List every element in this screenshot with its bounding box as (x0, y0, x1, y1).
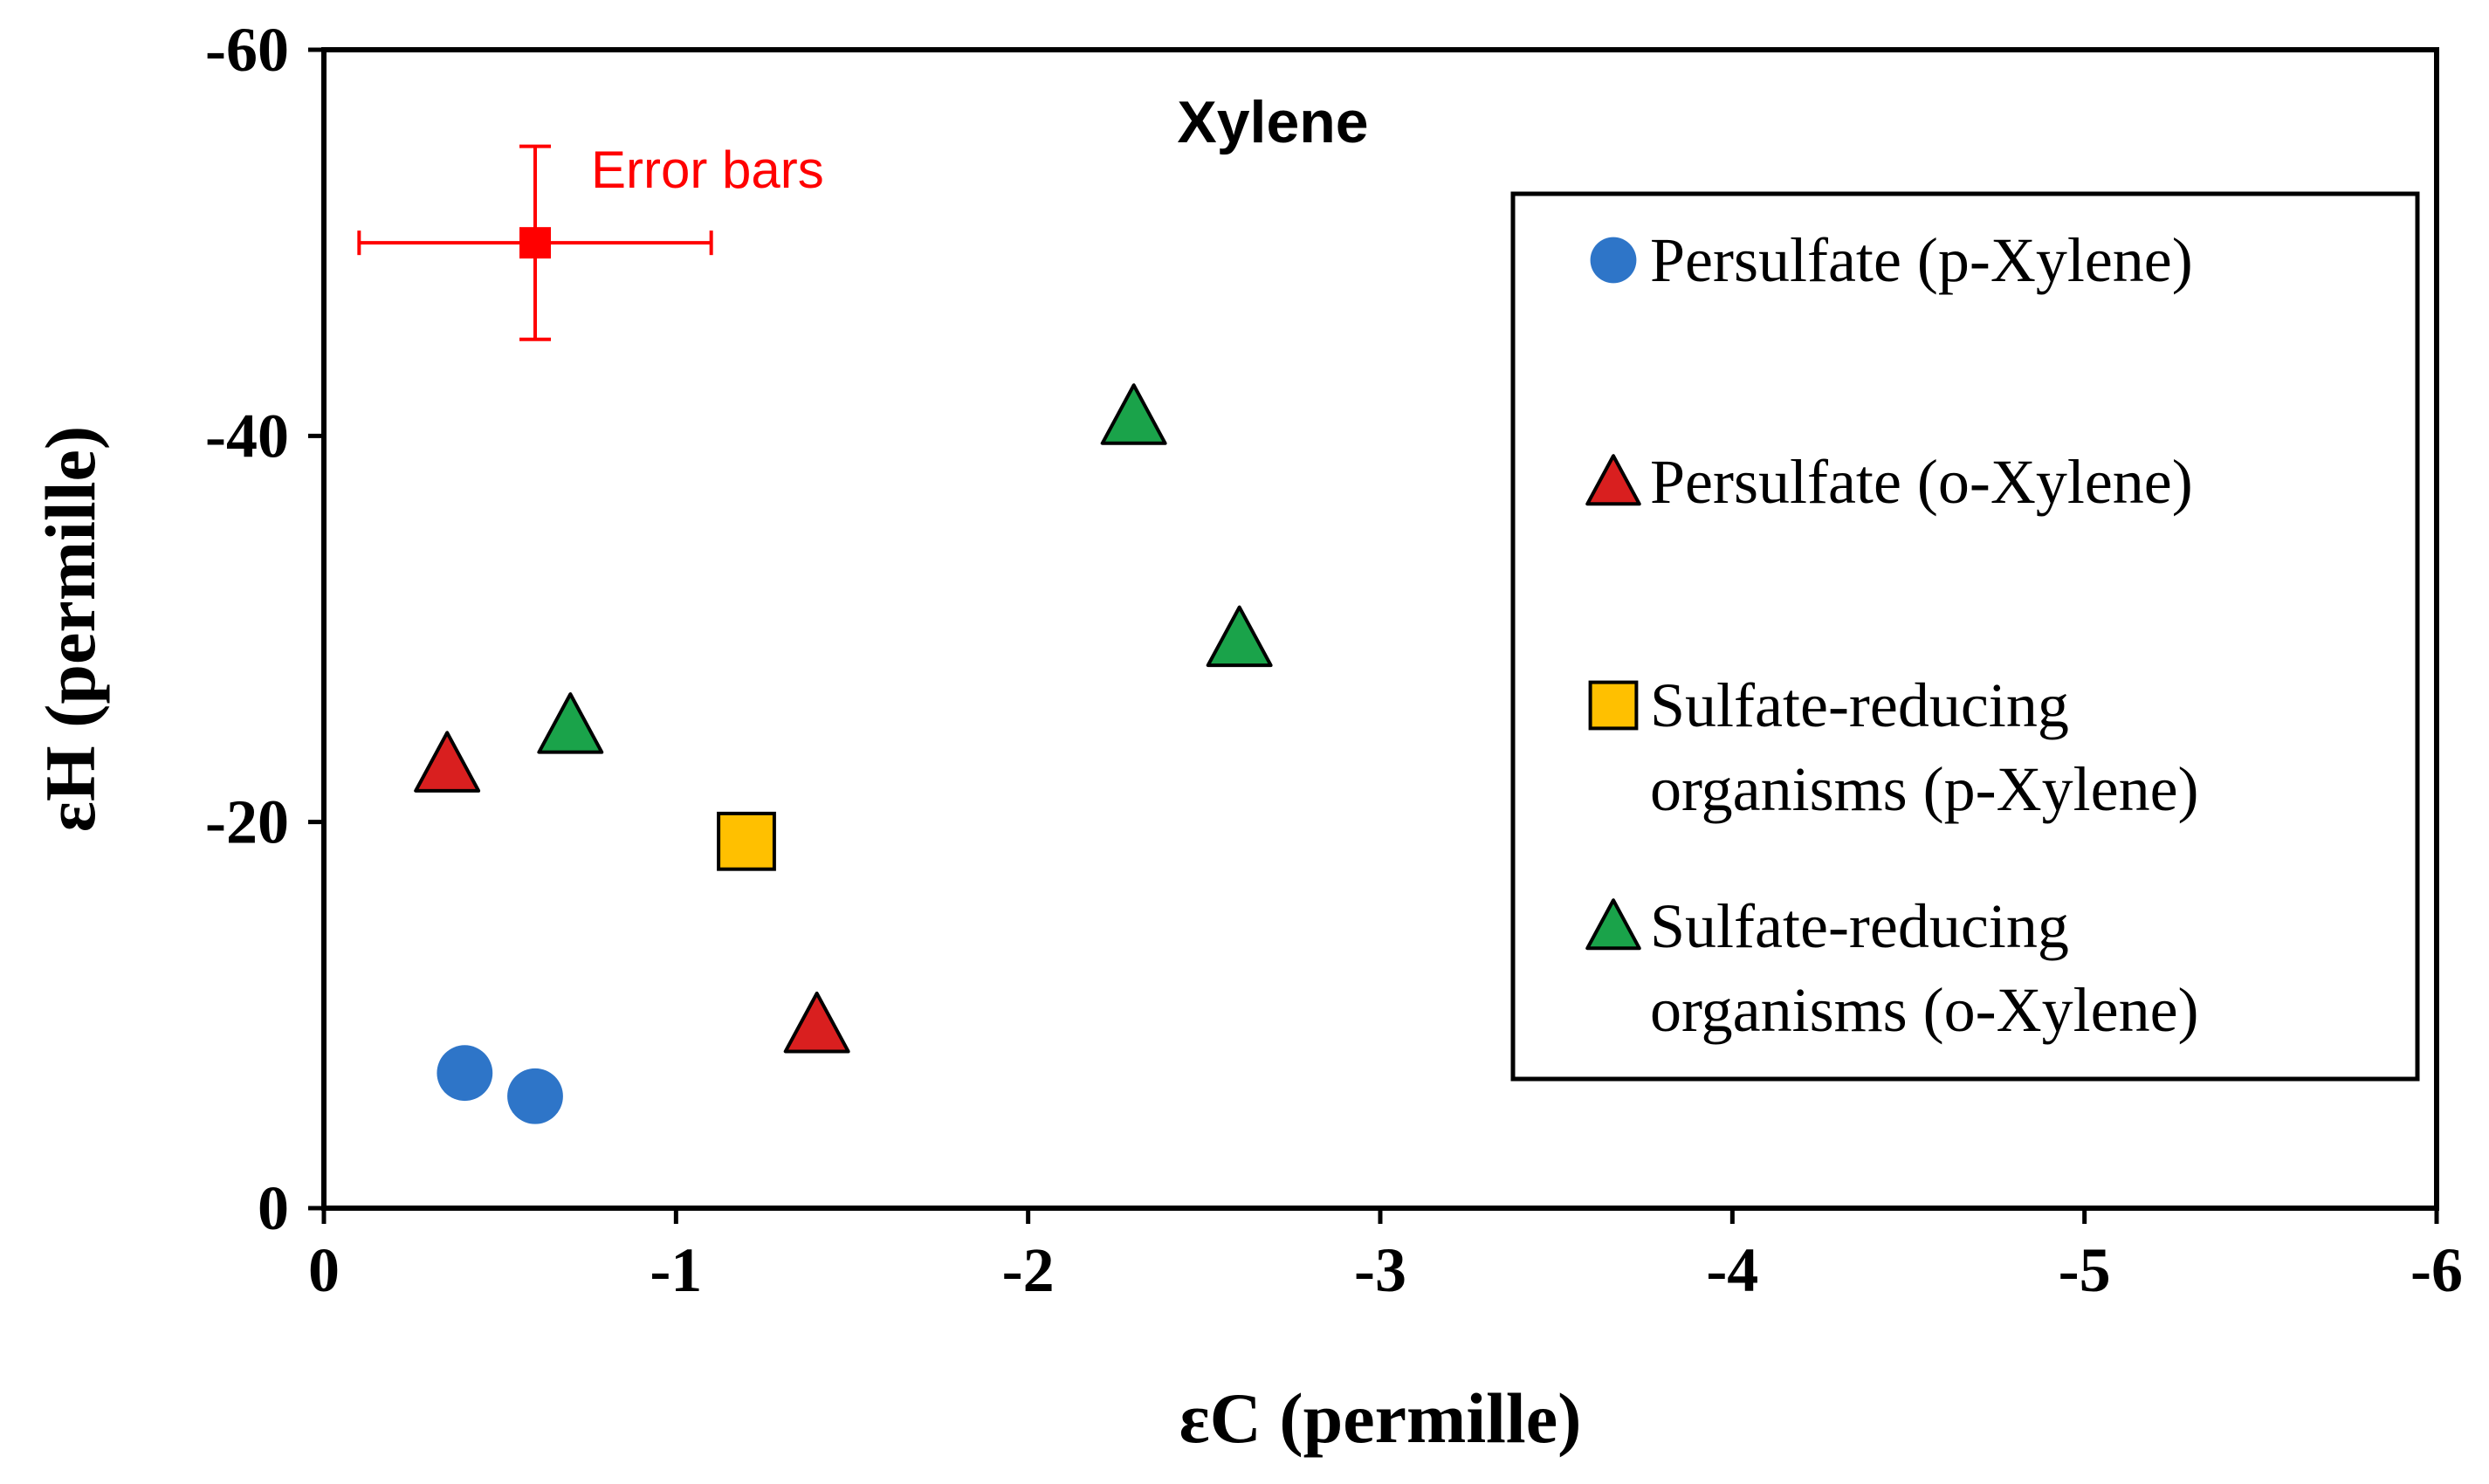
chart-title: Xylene (1177, 89, 1368, 155)
legend-label-1: Persulfate (p-Xylene) (1650, 225, 2193, 295)
x-tick-label: -1 (650, 1235, 702, 1305)
data-point-series-1 (437, 1045, 493, 1102)
data-point-series-2 (414, 731, 481, 793)
legend-label-2: Persulfate (o-Xylene) (1650, 447, 2193, 517)
y-tick-label: -60 (205, 15, 289, 85)
legend-label-3: Sulfate-reducing (1650, 670, 2069, 740)
data-point-series-4 (1206, 605, 1273, 668)
legend-marker-4 (1585, 898, 1641, 951)
y-axis-label: εH (permille) (31, 426, 110, 832)
legend-label-4: organisms (o-Xylene) (1650, 975, 2199, 1045)
legend-box (1510, 191, 2420, 1082)
data-point-series-4 (537, 692, 604, 754)
x-tick-label: -2 (1002, 1235, 1055, 1305)
legend-label-3: organisms (p-Xylene) (1650, 754, 2199, 824)
x-tick-label: 0 (308, 1235, 340, 1305)
x-tick-label: -3 (1354, 1235, 1406, 1305)
data-point-series-2 (783, 991, 850, 1054)
error-bars-label: Error bars (591, 141, 824, 199)
y-tick-label: -40 (205, 401, 289, 471)
legend-marker-3 (1588, 680, 1639, 731)
legend-label-4: Sulfate-reducing (1650, 891, 2069, 961)
legend-marker-2 (1585, 454, 1641, 506)
data-point-series-3 (717, 811, 776, 871)
x-tick-label: -4 (1706, 1235, 1758, 1305)
x-tick-label: -5 (2059, 1235, 2111, 1305)
x-axis-label: εC (permille) (1179, 1378, 1582, 1458)
legend-marker-1 (1590, 237, 1637, 284)
y-tick-label: -20 (205, 787, 289, 857)
error-bar-example-marker (519, 227, 551, 259)
data-point-series-1 (507, 1068, 563, 1124)
x-tick-label: -6 (2410, 1235, 2463, 1305)
data-point-series-4 (1100, 383, 1167, 445)
y-tick-label: 0 (258, 1173, 289, 1243)
